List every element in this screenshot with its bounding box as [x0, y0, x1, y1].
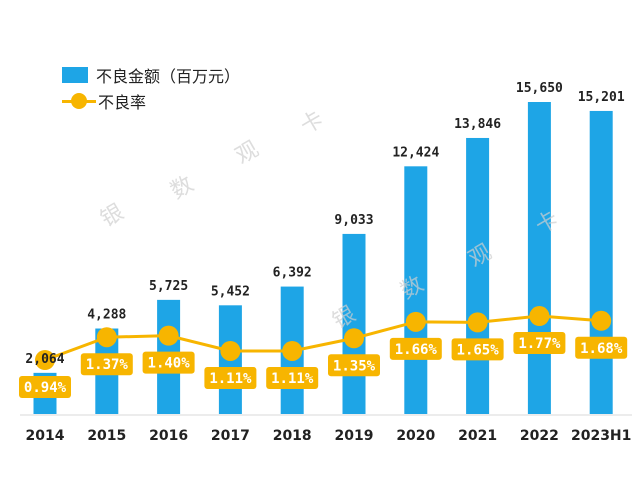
bar-value-label: 2,064 [25, 352, 64, 367]
rate-point-2021 [467, 312, 488, 333]
rate-point-2017 [220, 340, 241, 361]
bar-2022 [527, 102, 551, 414]
rate-label-box [80, 353, 133, 376]
x-tick-label: 2014 [26, 428, 65, 444]
bar-value-labels: 2,064 4,288 5,725 5,452 6,392 9,033 12,424 13,8… [25, 81, 624, 367]
rate-point-2019 [344, 328, 364, 349]
chart-legend: 不良金额（百万元） 不良率 [62, 62, 240, 114]
legend-bar-swatch [62, 67, 88, 83]
rate-value-label: 1.66% [395, 342, 438, 358]
rate-point-2022 [529, 306, 550, 327]
x-tick-label: 2023H1 [571, 428, 631, 444]
rate-label-box [575, 336, 628, 359]
rate-value-label: 1.11% [209, 371, 252, 387]
bar-2023H1 [589, 110, 613, 415]
bar-value-label: 5,452 [211, 284, 250, 299]
rate-label-box [328, 354, 380, 377]
legend-line-swatch [62, 93, 96, 109]
rate-value-label: 1.11% [271, 371, 314, 387]
bar-value-label: 6,392 [273, 266, 312, 281]
x-tick-label: 2021 [458, 428, 497, 444]
x-tick-label: 2018 [273, 428, 312, 444]
rate-label-box [204, 366, 257, 389]
rate-value-label: 0.94% [24, 380, 67, 396]
rate-value-label: 1.40% [148, 356, 191, 372]
rate-value-label: 1.77% [518, 336, 561, 352]
line-value-labels: 0.94% 1.37% 1.40% 1.11% 1.11% 1.35% 1.66% 1.65%… [19, 332, 628, 398]
x-tick-label: 2019 [335, 428, 374, 444]
legend-label-bar: 不良金额（百万元） [96, 67, 241, 86]
x-tick-label: 2016 [149, 428, 188, 444]
bar-value-label: 4,288 [87, 308, 126, 323]
rate-label-box [266, 366, 319, 389]
rate-label-box [19, 376, 71, 398]
rate-label-box [451, 338, 504, 361]
rate-value-label: 1.65% [457, 342, 500, 358]
x-tick-label: 2015 [87, 428, 126, 444]
rate-value-label: 1.68% [580, 341, 623, 357]
rate-label-box [513, 332, 566, 355]
x-tick-label: 2022 [520, 428, 559, 444]
legend-item-line: 不良率 [62, 88, 240, 114]
rate-value-label: 1.37% [86, 357, 129, 373]
rate-point-2015 [96, 327, 117, 348]
x-tick-label: 2017 [211, 428, 250, 444]
bar-value-label: 15,201 [578, 90, 625, 105]
bar-value-label: 12,424 [392, 145, 439, 160]
line-series [35, 306, 612, 370]
legend-label-line: 不良率 [98, 93, 147, 112]
rate-point-2016 [158, 325, 179, 346]
rate-point-2023H1 [591, 310, 612, 331]
rate-point-2020 [405, 311, 426, 332]
legend-item-bar: 不良金额（百万元） [62, 62, 240, 88]
rate-line [44, 314, 602, 362]
rate-point-2018 [282, 340, 303, 361]
x-axis-ticks: 2014 2015 2016 2017 2018 2019 2020 2021 2022 2023… [26, 428, 632, 444]
bar-value-label: 13,846 [454, 117, 501, 132]
x-tick-label: 2020 [396, 428, 435, 444]
rate-point-2014 [35, 350, 55, 370]
bar-value-label: 5,725 [149, 279, 188, 294]
bar-value-label: 9,033 [334, 213, 373, 228]
rate-value-label: 1.35% [333, 358, 376, 374]
bar-2021 [466, 137, 490, 414]
bar-value-label: 15,650 [516, 81, 563, 96]
rate-label-box [389, 337, 442, 360]
rate-label-box [142, 351, 195, 374]
